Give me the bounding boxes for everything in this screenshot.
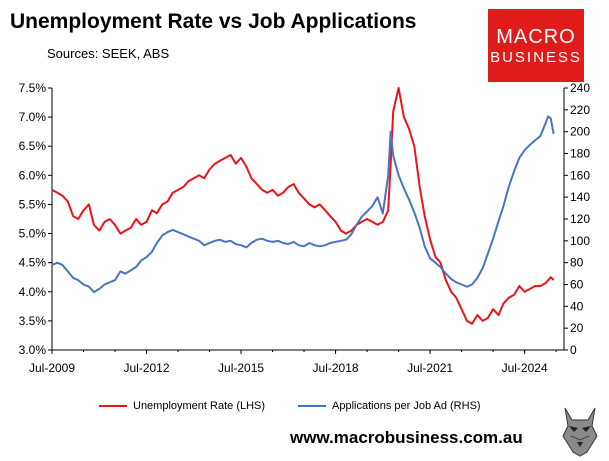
legend-item-applications: Applications per Job Ad (RHS) [298,400,481,412]
line-chart: 3.0% 3.5% 4.0% 4.5% 5.0% 5.5% 6.0% 6.5% 7.0% 7.5%… [19,81,591,375]
left-tick-label: 3.0% [19,343,47,357]
x-tick-label: Jul-2012 [124,361,170,375]
logo-line-1: MACRO [496,26,576,48]
legend-swatch-blue [298,405,326,407]
x-tick-label: Jul-2015 [218,361,264,375]
right-tick-label: 80 [570,256,584,270]
wolf-logo-icon [557,402,603,457]
left-tick-label: 6.0% [19,168,47,182]
right-tick-label: 100 [570,234,590,248]
right-tick-label: 240 [570,81,590,95]
left-tick-label: 4.5% [19,256,47,270]
series-line-applications [51,115,555,294]
right-tick-label: 60 [570,278,584,292]
left-tick-label: 7.5% [19,81,47,95]
series-line-unemployment [51,87,555,325]
right-tick-label: 120 [570,212,590,226]
legend-swatch-red [99,405,127,407]
legend-label-applications: Applications per Job Ad (RHS) [332,400,481,412]
right-tick-label: 180 [570,147,590,161]
left-tick-label: 3.5% [19,314,47,328]
macrobusiness-logo: MACRO BUSINESS [488,9,584,82]
x-tick-label: Jul-2024 [502,361,548,375]
left-tick-label: 7.0% [19,110,47,124]
x-tick-label: Jul-2021 [407,361,453,375]
right-tick-label: 40 [570,299,584,313]
right-tick-label: 20 [570,321,584,335]
chart-title: Unemployment Rate vs Job Applications [10,10,417,33]
left-tick-label: 4.0% [19,285,47,299]
x-tick-label: Jul-2018 [313,361,359,375]
legend-label-unemployment: Unemployment Rate (LHS) [133,400,266,412]
logo-line-2: BUSINESS [490,49,582,66]
chart-subtitle: Sources: SEEK, ABS [47,46,170,61]
website-url: www.macrobusiness.com.au [290,428,523,447]
x-tick-label: Jul-2009 [29,361,75,375]
right-tick-label: 200 [570,125,590,139]
left-tick-label: 5.5% [19,197,47,211]
right-tick-label: 160 [570,168,590,182]
left-tick-label: 5.0% [19,227,47,241]
left-tick-label: 6.5% [19,139,47,153]
right-tick-label: 220 [570,103,590,117]
right-tick-label: 0 [570,343,577,357]
right-tick-label: 140 [570,190,590,204]
legend-item-unemployment: Unemployment Rate (LHS) [99,400,265,412]
